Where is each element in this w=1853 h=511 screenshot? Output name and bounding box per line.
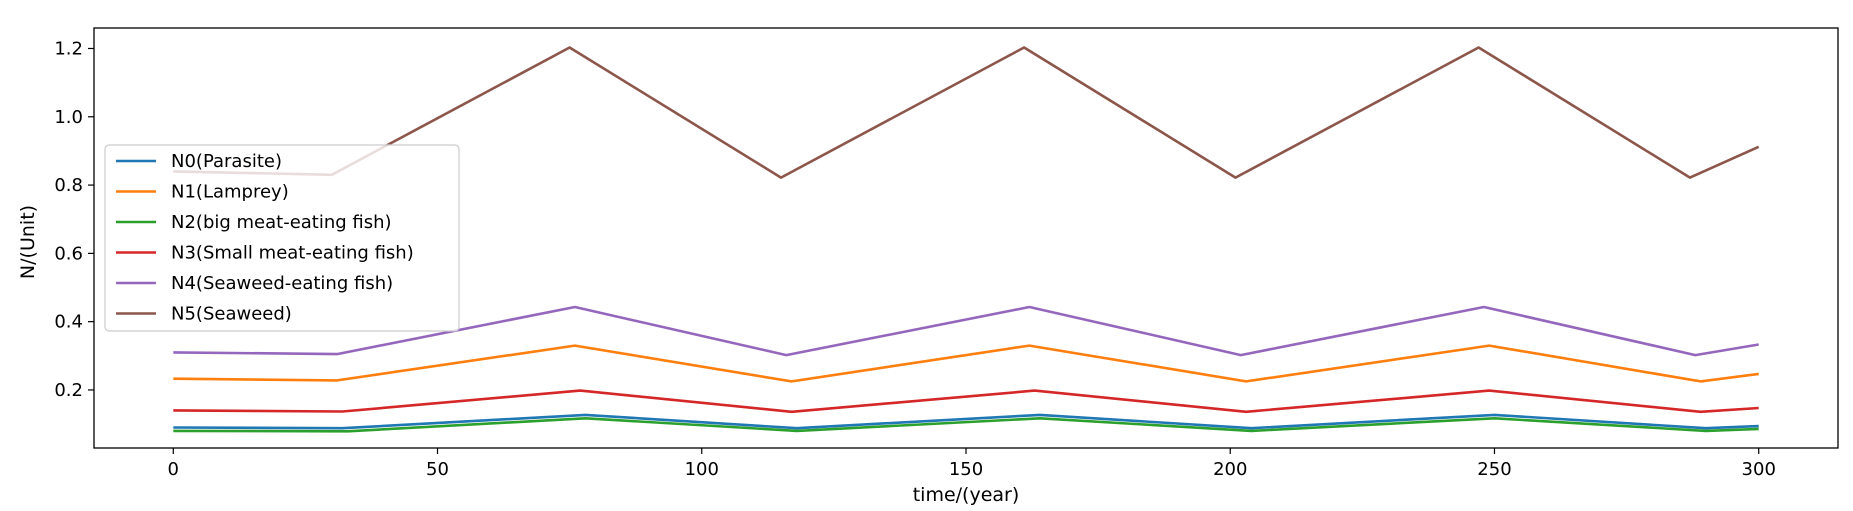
- series-line-0: [173, 413, 1759, 430]
- series-line-5: [173, 46, 1760, 179]
- x-tick-label: 200: [1213, 459, 1247, 480]
- x-tick-label: 50: [426, 459, 449, 480]
- legend-label: N1(Lamprey): [171, 182, 289, 203]
- y-axis-label: N/(Unit): [17, 205, 39, 279]
- x-axis: 0 50 100 150 200 250 300: [168, 448, 1776, 480]
- x-tick-label: 100: [685, 459, 719, 480]
- y-tick-label: 0.6: [54, 243, 83, 264]
- legend-label: N2(big meat-eating fish): [171, 212, 392, 233]
- x-tick-label: 300: [1742, 459, 1776, 480]
- series-line-1: [173, 344, 1759, 383]
- series-line-4: [173, 305, 1759, 357]
- legend-label: N5(Seaweed): [171, 304, 292, 325]
- legend-items: N0(Parasite) N1(Lamprey) N2(big meat-eatin…: [116, 151, 414, 325]
- y-tick-label: 0.4: [54, 312, 83, 333]
- series-line-2: [173, 417, 1759, 433]
- series-line-3: [173, 389, 1759, 414]
- x-tick-label: 0: [168, 459, 179, 480]
- plot-lines: [173, 46, 1760, 433]
- y-axis: 0.2 0.4 0.6 0.8 1.0 1.2: [54, 38, 94, 401]
- y-tick-label: 1.2: [54, 38, 83, 59]
- x-tick-label: 150: [949, 459, 983, 480]
- y-tick-label: 1.0: [54, 107, 83, 128]
- legend-label: N4(Seaweed-eating fish): [171, 273, 393, 294]
- legend: N0(Parasite) N1(Lamprey) N2(big meat-eatin…: [104, 144, 460, 332]
- legend-label: N0(Parasite): [171, 151, 282, 172]
- legend-box: [104, 144, 460, 332]
- x-axis-label: time/(year): [913, 484, 1020, 506]
- legend-label: N3(Small meat-eating fish): [171, 243, 414, 264]
- y-tick-label: 0.8: [54, 175, 83, 196]
- x-tick-label: 250: [1477, 459, 1511, 480]
- y-tick-label: 0.2: [54, 380, 83, 401]
